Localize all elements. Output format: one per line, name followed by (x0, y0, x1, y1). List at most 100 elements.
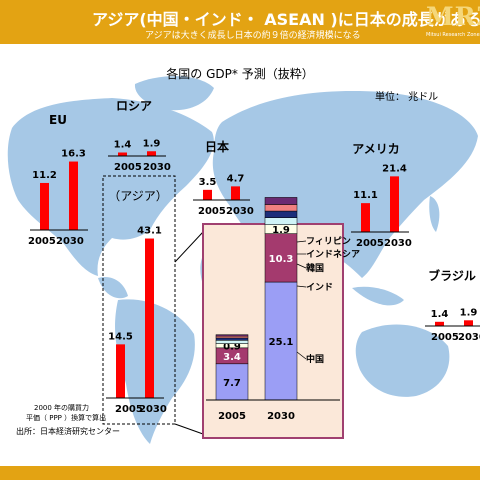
region-name-label: （アジア） (108, 189, 168, 203)
legend-leader (296, 351, 307, 360)
bar-value-label: 11.1 (353, 190, 378, 201)
map-north-america (7, 98, 214, 276)
footnote-line1: 2000 年の購買力 (34, 403, 89, 412)
stack-segment-1-1 (264, 233, 298, 283)
map-se-asia (352, 286, 404, 306)
bar-5-0 (116, 344, 125, 398)
tick-label: 2030 (458, 332, 480, 343)
chart-title: 各国の GDP* 予測（抜粋） (166, 66, 313, 81)
bar-value-label: 14.5 (108, 331, 133, 342)
tick-label: 2005 (114, 162, 142, 173)
page-subtitle: アジアは大きく成長し日本の約９倍の経済規模になる (145, 31, 361, 41)
stack-segment-0-0 (215, 363, 249, 401)
tick-label: 2030 (143, 162, 171, 173)
asia-breakdown-chart: 7.7 3.40.9 2005 25.1 10.3 1.9 2030 フィリピンインドネシア韓… (206, 197, 360, 422)
bar-value-label: 1.4 (114, 140, 132, 151)
stack-segment-0-1 (264, 281, 298, 401)
stack-value-label: 0.9 (223, 342, 241, 353)
bar-value-label: 16.3 (61, 149, 86, 160)
bar-2-0 (203, 189, 212, 200)
logo-subtext: Mitsui Research Zone (426, 32, 480, 38)
source-note: 出所：日本経済研究センター (16, 426, 120, 436)
bar-0-0 (40, 182, 49, 230)
stack-value-label: 1.9 (272, 225, 290, 236)
tick-label: 2005 (198, 206, 226, 217)
stack-value-label: 3.4 (223, 352, 241, 363)
stack-segment-3-1 (264, 217, 298, 225)
bar-value-label: 43.1 (137, 226, 162, 237)
bar-value-label: 1.9 (143, 138, 161, 149)
bar-5-1 (145, 238, 154, 398)
bar-2-1 (231, 186, 240, 200)
stack-value-label: 7.7 (223, 378, 241, 389)
footnote-line2: 平価（ PPP ）換算で算出 (26, 413, 106, 422)
bar-value-label: 3.5 (199, 177, 217, 188)
bar-value-label: 1.4 (431, 309, 449, 320)
region-chart-2: 3.5 4.7 2005 2030 日本 (193, 139, 254, 217)
region-name-label: ロシア (116, 99, 152, 113)
logo-text: MRZ (426, 2, 480, 31)
asia-connector-bottom (174, 423, 204, 435)
region-chart-1: 1.4 1.9 2005 2030 ロシア (108, 99, 171, 173)
tick-label: 2030 (384, 238, 412, 249)
stack-segment-6-1 (264, 197, 298, 205)
tick-label: 2030 (267, 411, 295, 422)
asia-connector-top (174, 231, 204, 263)
map-greenland (134, 76, 214, 111)
region-name-label: EU (49, 113, 67, 127)
bar-0-1 (69, 161, 78, 230)
mrz-logo: MRZ Mitsui Research Zone (426, 3, 480, 41)
legend-leader (296, 240, 307, 243)
region-chart-0: 11.2 16.3 2005 2030 EU (28, 113, 88, 247)
stack-segment-4-0 (215, 337, 249, 341)
legend-label: インドネシア (306, 249, 360, 260)
bar-1-1 (147, 151, 156, 156)
bar-value-label: 11.2 (32, 170, 57, 181)
bar-value-label: 1.9 (460, 307, 478, 318)
legend-label: フィリピン (306, 235, 351, 247)
bar-1-0 (118, 152, 127, 156)
bar-4-1 (464, 320, 473, 326)
stack-segment-6-0 (215, 334, 249, 337)
region-name-label: ブラジル (428, 268, 476, 283)
header-bar: アジア(中国・インド・ ASEAN )に日本の成長がある アジアは大きく成長し日… (0, 0, 480, 44)
tick-label: 2030 (56, 236, 84, 247)
tick-label: 2005 (28, 236, 56, 247)
stack-segment-5-0 (215, 335, 249, 339)
legend-leader (296, 285, 307, 288)
stack-value-label: 25.1 (269, 337, 294, 348)
map-australia (355, 324, 450, 397)
tick-label: 2005 (218, 411, 246, 422)
tick-label: 2030 (226, 206, 254, 217)
map-japan (429, 196, 440, 232)
region-chart-3: 11.1 21.4 2005 2030 アメリカ (351, 142, 412, 249)
unit-label: 単位： 兆ドル (375, 90, 438, 103)
map-south-america (115, 299, 195, 444)
bar-value-label: 21.4 (382, 163, 407, 174)
region-name-label: 日本 (205, 139, 229, 154)
legend-label: 韓国 (306, 262, 324, 274)
map-central-america (98, 276, 128, 299)
region-name-label: アメリカ (352, 142, 399, 156)
bar-4-0 (435, 321, 444, 326)
stack-segment-5-1 (264, 204, 298, 212)
bottom-bar (0, 466, 480, 480)
asia-dashed-box (102, 175, 176, 425)
legend-label: インド (306, 282, 333, 293)
page-title: アジア(中国・インド・ ASEAN )に日本の成長がある (92, 10, 480, 29)
stack-segment-4-1 (264, 210, 298, 218)
bar-value-label: 4.7 (227, 173, 245, 184)
bar-3-1 (390, 176, 399, 232)
legend-leader (296, 263, 307, 269)
bar-3-0 (361, 203, 370, 232)
stack-segment-3-0 (215, 340, 249, 344)
stack-value-label: 10.3 (269, 254, 294, 265)
legend-label: 中国 (306, 353, 324, 365)
tick-label: 2005 (356, 238, 384, 249)
tick-label: 2005 (115, 404, 143, 415)
tick-label: 2030 (139, 404, 167, 415)
